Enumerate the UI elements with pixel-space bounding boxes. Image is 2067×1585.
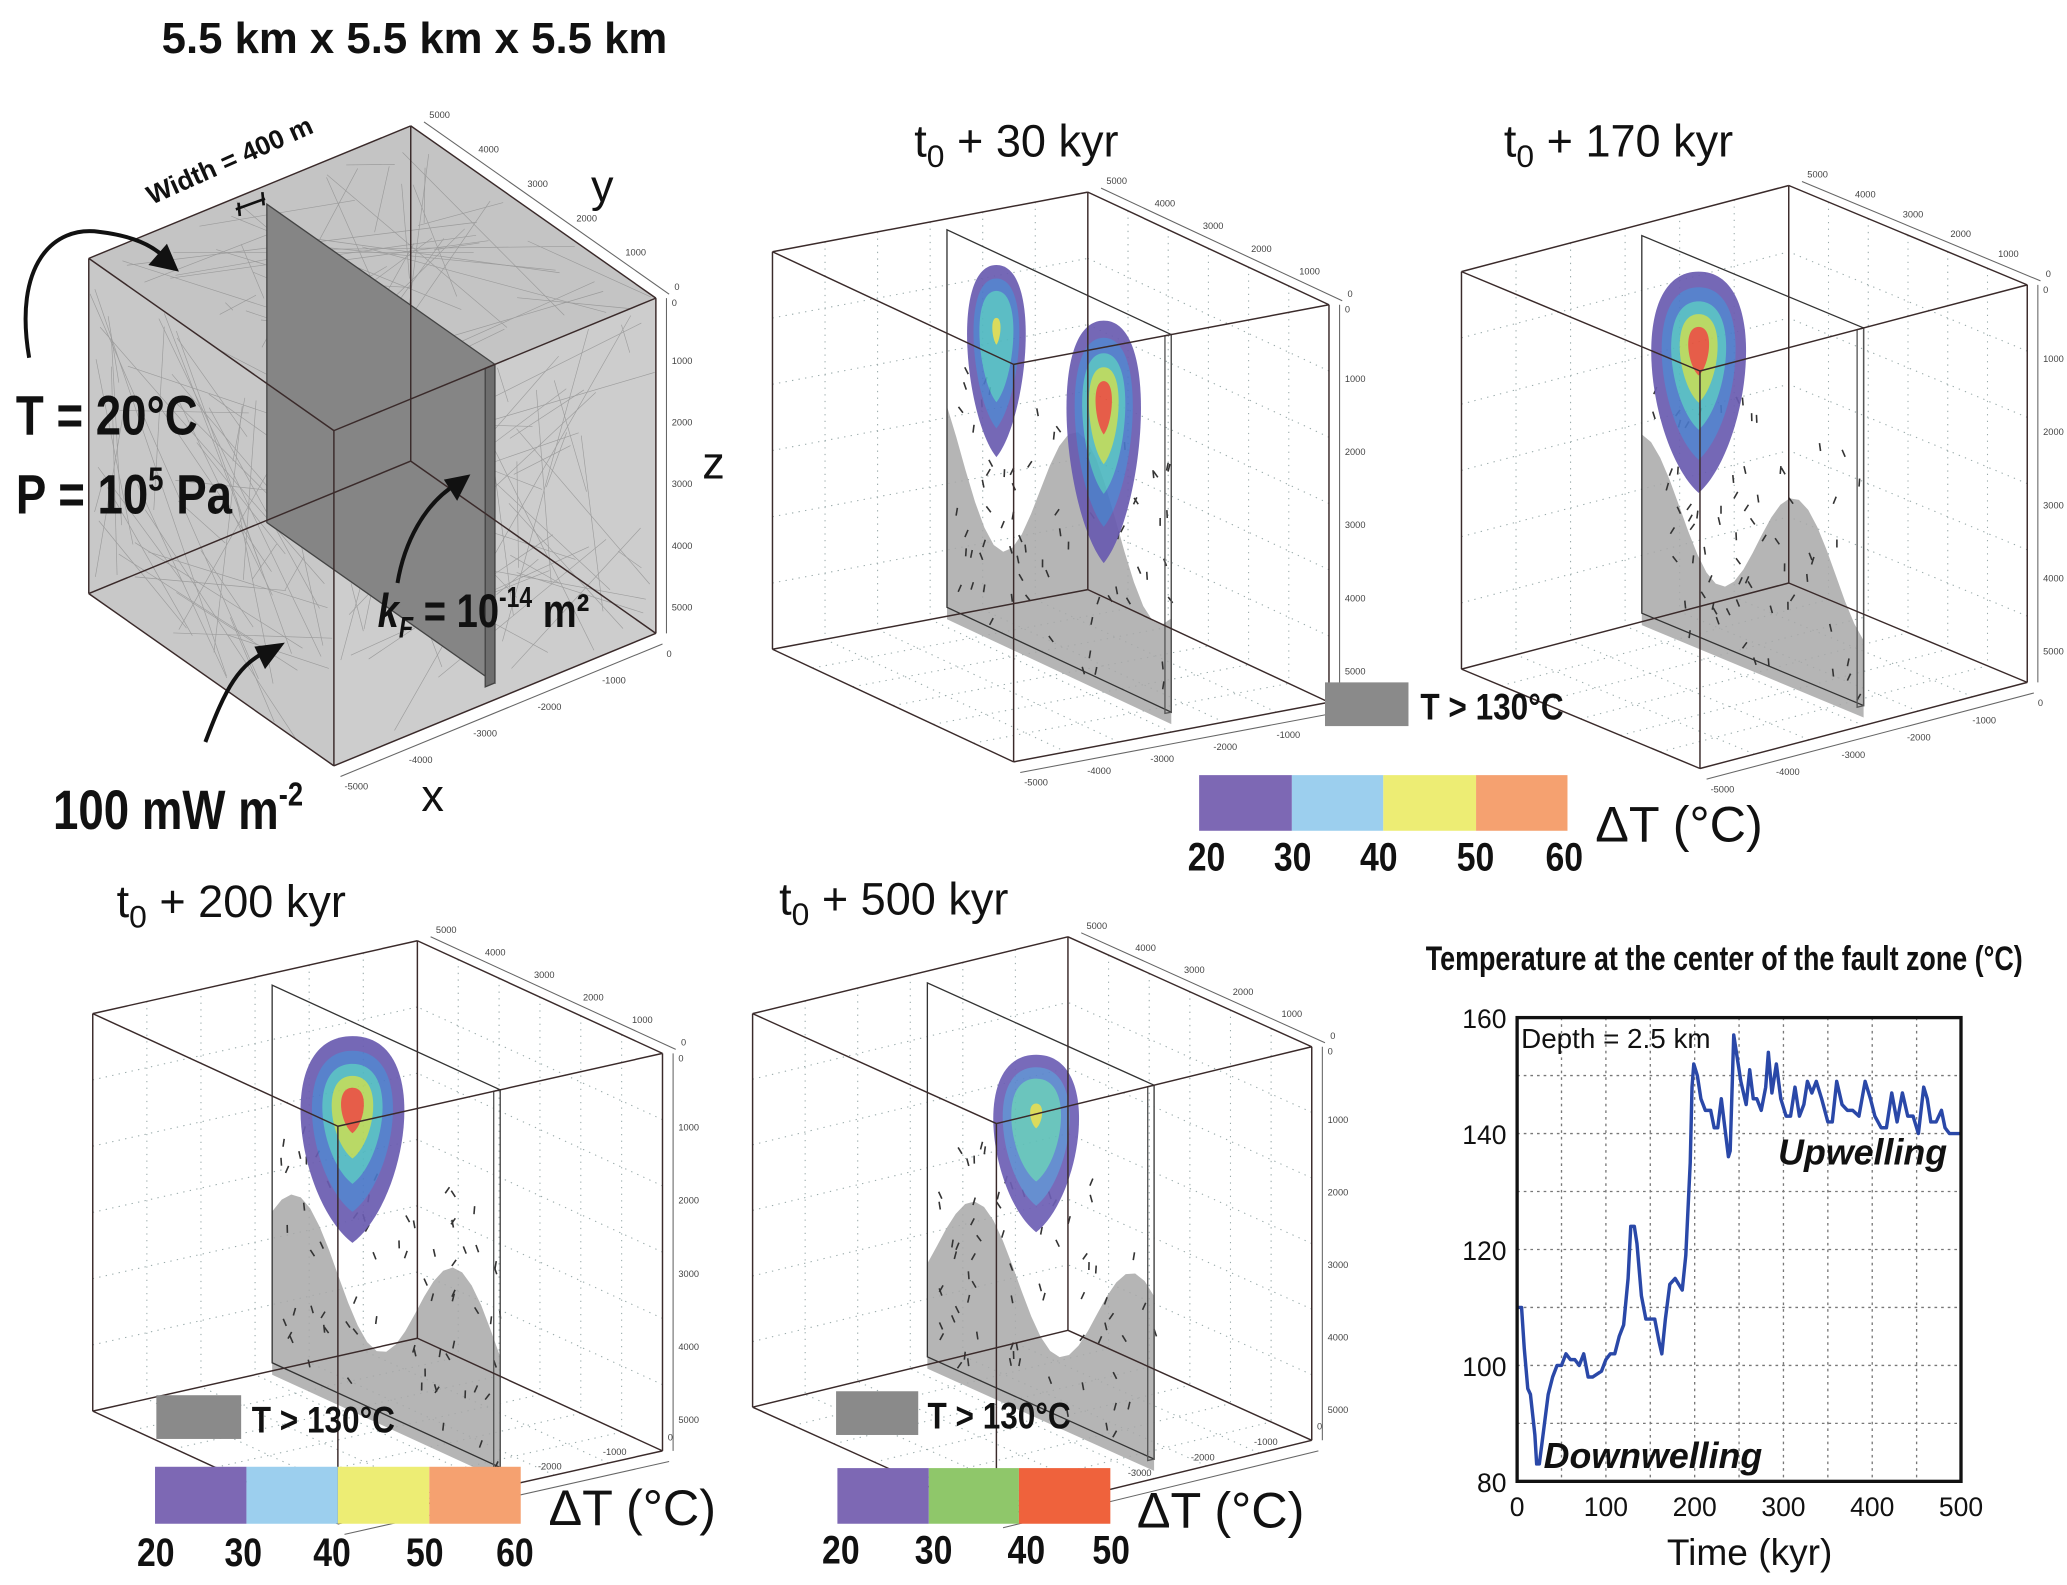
y-tick-label: 100 — [1462, 1352, 1506, 1382]
y-tick-label: 80 — [1477, 1468, 1506, 1498]
chart-annotation-depth: Depth = 2.5 km — [1521, 1026, 1710, 1054]
y-tick-label: 140 — [1462, 1120, 1506, 1150]
chart-annotation-upwelling: Upwelling — [1778, 1136, 1947, 1172]
x-tick-label: 300 — [1761, 1492, 1805, 1522]
x-tick-label: 200 — [1673, 1492, 1717, 1522]
chart-annotation-downwelling: Downwelling — [1544, 1439, 1763, 1475]
x-tick-label: 400 — [1850, 1492, 1894, 1522]
y-tick-label: 160 — [1462, 1004, 1506, 1034]
y-tick-label: 120 — [1462, 1236, 1506, 1266]
chart-grid — [1517, 1018, 1961, 1482]
chart-x-axis-label: Time (kyr) — [1667, 1534, 1833, 1571]
x-tick-label: 0 — [1510, 1492, 1525, 1522]
x-tick-label: 100 — [1584, 1492, 1628, 1522]
x-tick-label: 500 — [1939, 1492, 1983, 1522]
